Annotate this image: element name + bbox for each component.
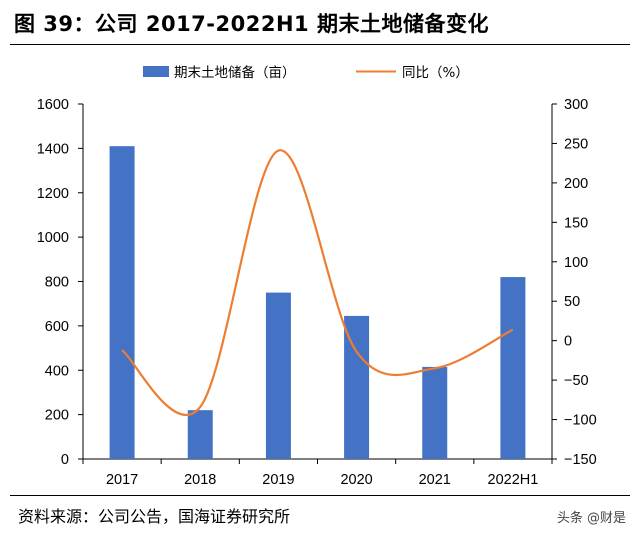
y-left-tick-label: 1000 xyxy=(37,230,69,246)
y-left-tick-label: 1400 xyxy=(37,141,69,157)
bar xyxy=(422,366,448,459)
bar xyxy=(187,410,213,459)
bar xyxy=(344,315,370,459)
x-tick-label: 2022H1 xyxy=(488,472,539,488)
figure-title: 图 39：公司 2017-2022H1 期末土地储备变化 xyxy=(14,12,489,36)
legend-swatch-bar xyxy=(143,66,169,77)
x-tick-label: 2018 xyxy=(184,472,216,488)
legend-label-line: 同比（%） xyxy=(402,65,469,81)
y-left-tick-label: 200 xyxy=(45,408,69,424)
y-left-tick-label: 1200 xyxy=(37,186,69,202)
x-tick-label: 2021 xyxy=(419,472,451,488)
bar-series xyxy=(109,146,526,459)
legend: 期末土地储备（亩） 同比（%） xyxy=(143,64,469,81)
y-left-tick-label: 800 xyxy=(45,275,69,291)
x-tick-label: 2020 xyxy=(340,472,372,488)
x-tick-label: 2019 xyxy=(262,472,294,488)
bar xyxy=(265,292,291,459)
y-right-tick-label: −50 xyxy=(564,373,589,389)
y-right-tick-label: 200 xyxy=(564,176,588,192)
y-left-tick-label: 0 xyxy=(61,452,69,468)
y-right-tick-label: −150 xyxy=(564,452,597,468)
y-right-tick-label: 300 xyxy=(564,97,588,113)
title-divider xyxy=(10,44,630,45)
x-tick-label: 2017 xyxy=(106,472,138,488)
source-divider xyxy=(10,495,630,496)
source-note: 资料来源：公司公告，国海证券研究所 xyxy=(18,507,291,526)
legend-label-bar: 期末土地储备（亩） xyxy=(174,64,296,81)
axes xyxy=(78,103,557,464)
watermark: 头条 @财是 xyxy=(556,511,626,526)
y-right-tick-label: 50 xyxy=(564,294,580,310)
bar xyxy=(109,146,135,459)
bar xyxy=(500,277,526,459)
y-right-tick-label: 0 xyxy=(564,334,572,350)
yoy-line xyxy=(121,149,514,416)
y-left-tick-label: 1600 xyxy=(37,97,69,113)
y-right-tick-label: 150 xyxy=(564,215,588,231)
y-right-tick-label: 250 xyxy=(564,136,588,152)
chart: 期末土地储备（亩） 同比（%） 020040060080010001200140… xyxy=(37,64,597,488)
y-right-tick-label: −100 xyxy=(564,413,597,429)
line-series xyxy=(121,149,514,416)
y-left-tick-label: 600 xyxy=(45,319,69,335)
y-right-tick-label: 100 xyxy=(564,255,588,271)
y-left-tick-label: 400 xyxy=(45,363,69,379)
